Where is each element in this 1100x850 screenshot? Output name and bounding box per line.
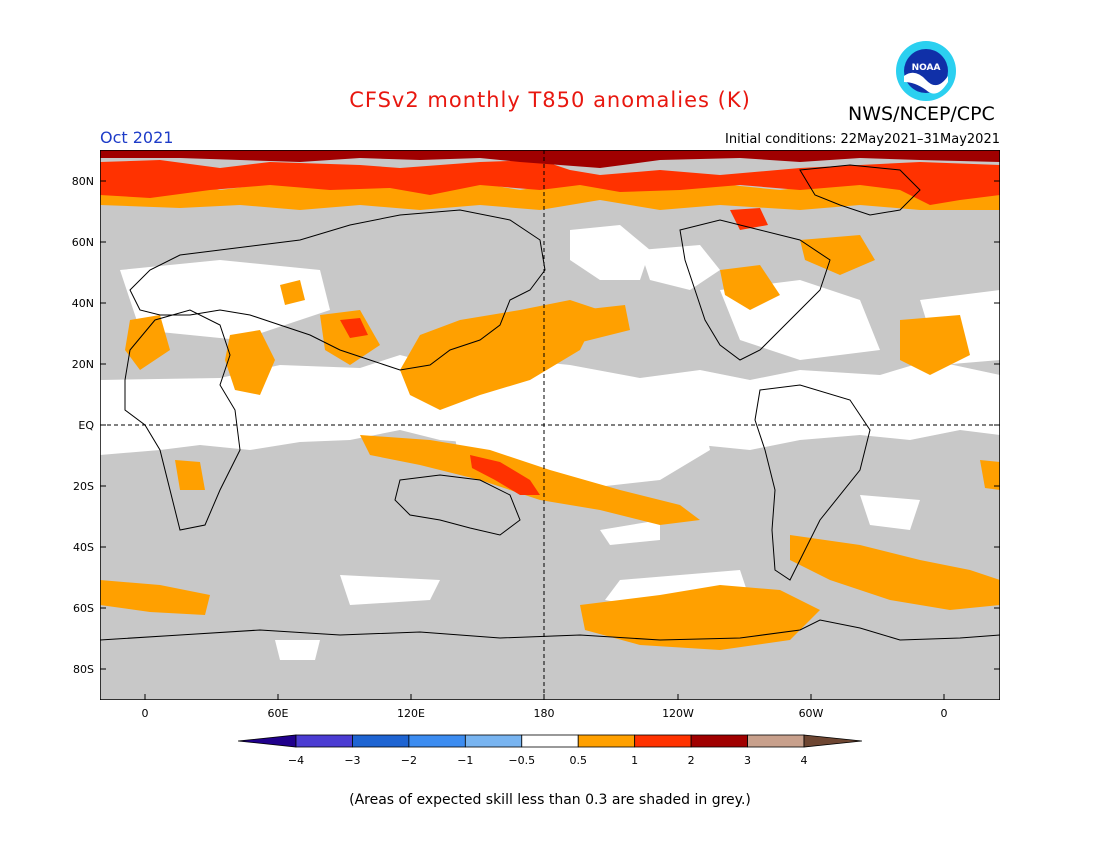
colorbar-tick-label: −4 <box>288 754 304 767</box>
colorbar-tick-label: 1 <box>631 754 638 767</box>
colorbar-tick-label: 3 <box>744 754 751 767</box>
lat-label: 20N <box>72 358 94 371</box>
colorbar-tick-label: −3 <box>344 754 360 767</box>
reference-lines <box>100 150 1000 700</box>
lat-label: 20S <box>73 480 94 493</box>
ticks <box>100 180 1000 700</box>
lon-label: 120E <box>397 707 425 720</box>
colorbar-tick-label: −2 <box>401 754 417 767</box>
lon-label: 120W <box>662 707 694 720</box>
colorbar-swatch <box>295 734 353 748</box>
lat-label: 60N <box>72 236 94 249</box>
colorbar-swatch <box>747 734 805 748</box>
valid-month-label: Oct 2021 <box>100 128 174 147</box>
colorbar-swatch <box>521 734 579 748</box>
logo-text: NOAA <box>912 63 941 73</box>
latitude-axis: 80N 60N 40N 20N EQ 20S 40S 60S 80S <box>72 175 95 676</box>
colorbar-tick-label: 4 <box>801 754 808 767</box>
colorbar-tick-label: −1 <box>457 754 473 767</box>
colorbar-swatch <box>577 734 636 748</box>
lon-label: 60E <box>268 707 289 720</box>
anomaly-map <box>100 150 1000 700</box>
lon-label: 60W <box>799 707 824 720</box>
noaa-logo: NOAA <box>895 40 957 102</box>
warm-anomaly-2-3 <box>100 150 1000 168</box>
colorbar-swatch <box>464 734 523 748</box>
colorbar-swatch <box>690 734 748 748</box>
colorbar-swatch <box>352 734 410 748</box>
coastlines <box>100 164 1000 641</box>
lat-label: 60S <box>73 602 94 615</box>
lon-label: 180 <box>534 707 555 720</box>
colorbar: −4 −3 −2 −1 −0.5 0.5 1 2 3 4 <box>238 734 862 767</box>
colorbar-arrow-left <box>238 734 297 748</box>
colorbar-swatch <box>634 734 692 748</box>
lat-label: 80N <box>72 175 94 188</box>
colorbar-swatch <box>408 734 466 748</box>
lat-label: 40N <box>72 297 94 310</box>
lat-label: EQ <box>78 419 94 432</box>
initial-conditions-label: Initial conditions: 22May2021–31May2021 <box>725 132 1000 147</box>
lon-label: 0 <box>142 707 149 720</box>
colorbar-tick-label: 0.5 <box>569 754 587 767</box>
near-normal-regions <box>100 225 1000 660</box>
lon-label: 0 <box>941 707 948 720</box>
map-title: CFSv2 monthly T850 anomalies (K) <box>349 88 751 112</box>
colorbar-tick-label: 2 <box>688 754 695 767</box>
lat-label: 40S <box>73 541 94 554</box>
colorbar-tick-label: −0.5 <box>508 754 535 767</box>
colorbar-arrow-right <box>803 734 862 748</box>
footnote: (Areas of expected skill less than 0.3 a… <box>349 792 751 808</box>
lat-label: 80S <box>73 663 94 676</box>
agency-label: NWS/NCEP/CPC <box>848 103 995 125</box>
longitude-axis: 0 60E 120E 180 120W 60W 0 <box>142 707 948 720</box>
